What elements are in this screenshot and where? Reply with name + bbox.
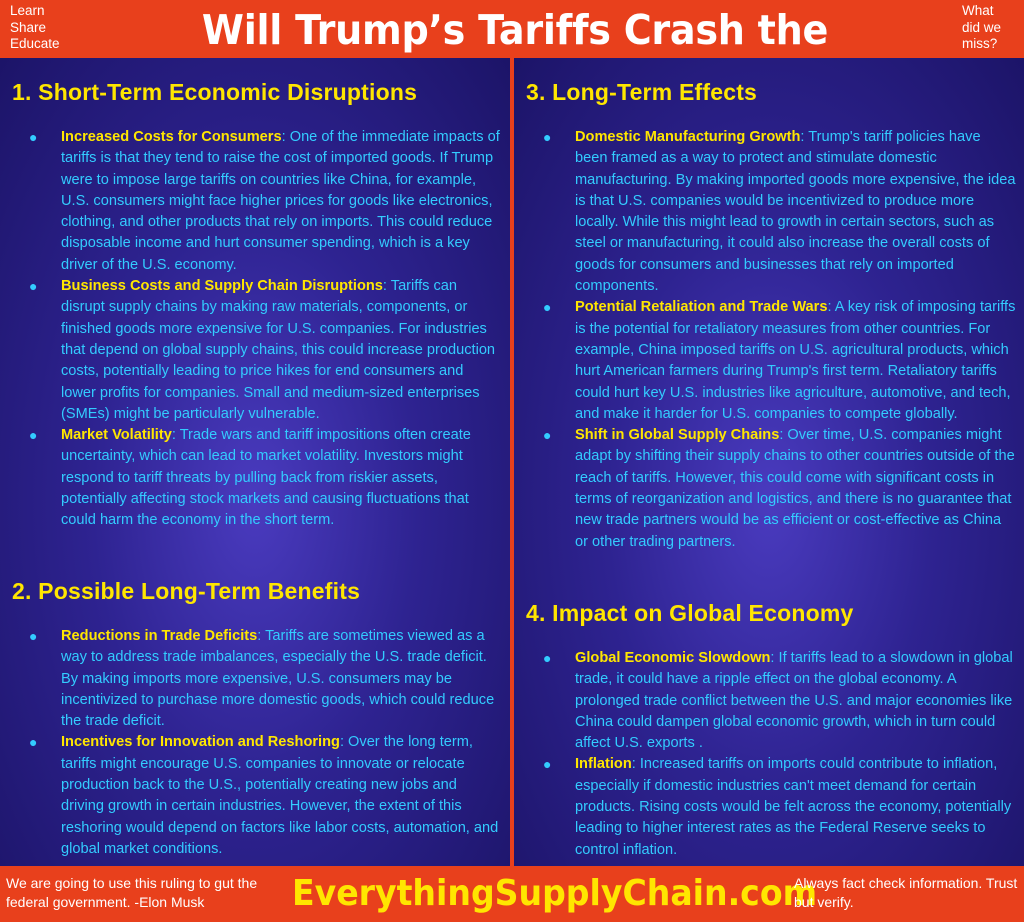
item-term: Business Costs and Supply Chain Disrupti… xyxy=(61,278,383,295)
long-term-effects-list: ● Domestic Manufacturing Growth: Trump's … xyxy=(514,127,1024,553)
item-text: : Tariffs are sometimes viewed as a way … xyxy=(61,628,495,730)
item-term: Potential Retaliation and Trade Wars xyxy=(575,299,828,316)
list-item: ● Market Volatility: Trade wars and tarif… xyxy=(0,425,510,531)
missed-line-2: did we xyxy=(962,19,1002,35)
list-item: ● Potential Retaliation and Trade Wars: A… xyxy=(514,297,1024,425)
missed-line-3: miss? xyxy=(962,36,998,51)
bullet-icon: ● xyxy=(543,756,552,773)
bullet-icon: ● xyxy=(543,299,552,316)
list-item: ● Shift in Global Supply Chains: Over tim… xyxy=(514,425,1024,553)
item-term: Increased Costs for Consumers xyxy=(61,129,282,145)
column-divider xyxy=(510,58,514,866)
item-text: : Trade wars and tariff impositions ofte… xyxy=(61,427,471,529)
item-text: : If tariffs lead to a slowdown in globa… xyxy=(575,650,1013,752)
bullet-icon: ● xyxy=(29,734,38,751)
left-panel: 1. Short-Term Economic Disruptions ● Incr… xyxy=(0,58,510,866)
item-text: : Over time, U.S. companies might adapt … xyxy=(575,427,1015,550)
list-item: ● Increased Costs for Consumers: One of t… xyxy=(0,127,510,276)
bullet-icon: ● xyxy=(543,427,552,444)
bullet-icon: ● xyxy=(29,278,38,295)
section-heading-long-term-benefits: 2. Possible Long-Term Benefits xyxy=(12,578,361,604)
brand-link[interactable]: EverythingSupplyChain.com xyxy=(292,873,818,914)
item-text: : A key risk of imposing tariffs is the … xyxy=(575,299,1016,422)
tagline: Learn Share Educate xyxy=(10,3,60,53)
item-term: Global Economic Slowdown xyxy=(575,650,771,666)
tagline-share: Share xyxy=(10,19,47,35)
page-title: Will Trump’s Tariffs Crash the Economy? xyxy=(201,6,829,114)
item-term: Reductions in Trade Deficits xyxy=(61,628,258,644)
section-heading-long-term-effects: 3. Long-Term Effects xyxy=(526,79,758,105)
list-item: ● Incentives for Innovation and Reshoring… xyxy=(0,732,510,860)
tagline-learn: Learn xyxy=(10,3,45,18)
bullet-icon: ● xyxy=(29,427,38,444)
list-item: ● Domestic Manufacturing Growth: Trump's … xyxy=(514,127,1024,297)
section-heading-short-term: 1. Short-Term Economic Disruptions xyxy=(12,79,418,105)
bullet-icon: ● xyxy=(543,650,552,666)
item-text: : Over the long term, tariffs might enco… xyxy=(61,734,499,857)
right-panel: 3. Long-Term Effects ● Domestic Manufactu… xyxy=(514,58,1024,866)
long-term-benefits-list: ● Reductions in Trade Deficits: Tariffs a… xyxy=(0,626,510,860)
bullet-icon: ● xyxy=(543,129,552,145)
list-item: ● Inflation: Increased tariffs on imports… xyxy=(514,754,1024,860)
musk-quote: We are going to use this ruling to gut t… xyxy=(6,875,258,910)
item-term: Inflation xyxy=(575,756,632,773)
item-text: : Tariffs can disrupt supply chains by m… xyxy=(61,278,496,422)
item-term: Market Volatility xyxy=(61,427,172,444)
global-economy-list: ● Global Economic Slowdown: If tariffs le… xyxy=(514,648,1024,861)
what-did-we-miss: What did we miss? xyxy=(962,3,1001,53)
item-text: : Trump's tariff policies have been fram… xyxy=(575,129,1016,295)
section-heading-global-economy: 4. Impact on Global Economy xyxy=(526,600,854,626)
missed-line-1: What xyxy=(962,3,994,18)
short-term-list: ● Increased Costs for Consumers: One of t… xyxy=(0,127,510,532)
list-item: ● Business Costs and Supply Chain Disrupt… xyxy=(0,276,510,425)
tagline-educate: Educate xyxy=(10,36,60,51)
item-term: Incentives for Innovation and Reshoring xyxy=(61,734,340,751)
item-term: Domestic Manufacturing Growth xyxy=(575,129,801,145)
header-bar: Learn Share Educate Will Trump’s Tariffs… xyxy=(0,0,1024,114)
bullet-icon: ● xyxy=(29,129,38,145)
bullet-icon: ● xyxy=(29,628,38,644)
footer-bar: We are going to use this ruling to gut t… xyxy=(0,866,1024,922)
item-text: : One of the immediate impacts of tariff… xyxy=(61,129,500,273)
list-item: ● Reductions in Trade Deficits: Tariffs a… xyxy=(0,626,510,732)
list-item: ● Global Economic Slowdown: If tariffs le… xyxy=(514,648,1024,754)
item-term: Shift in Global Supply Chains xyxy=(575,427,780,444)
fact-check-note: Always fact check information. Trust but… xyxy=(794,875,1018,910)
item-text: : Increased tariffs on imports could con… xyxy=(575,756,1012,858)
